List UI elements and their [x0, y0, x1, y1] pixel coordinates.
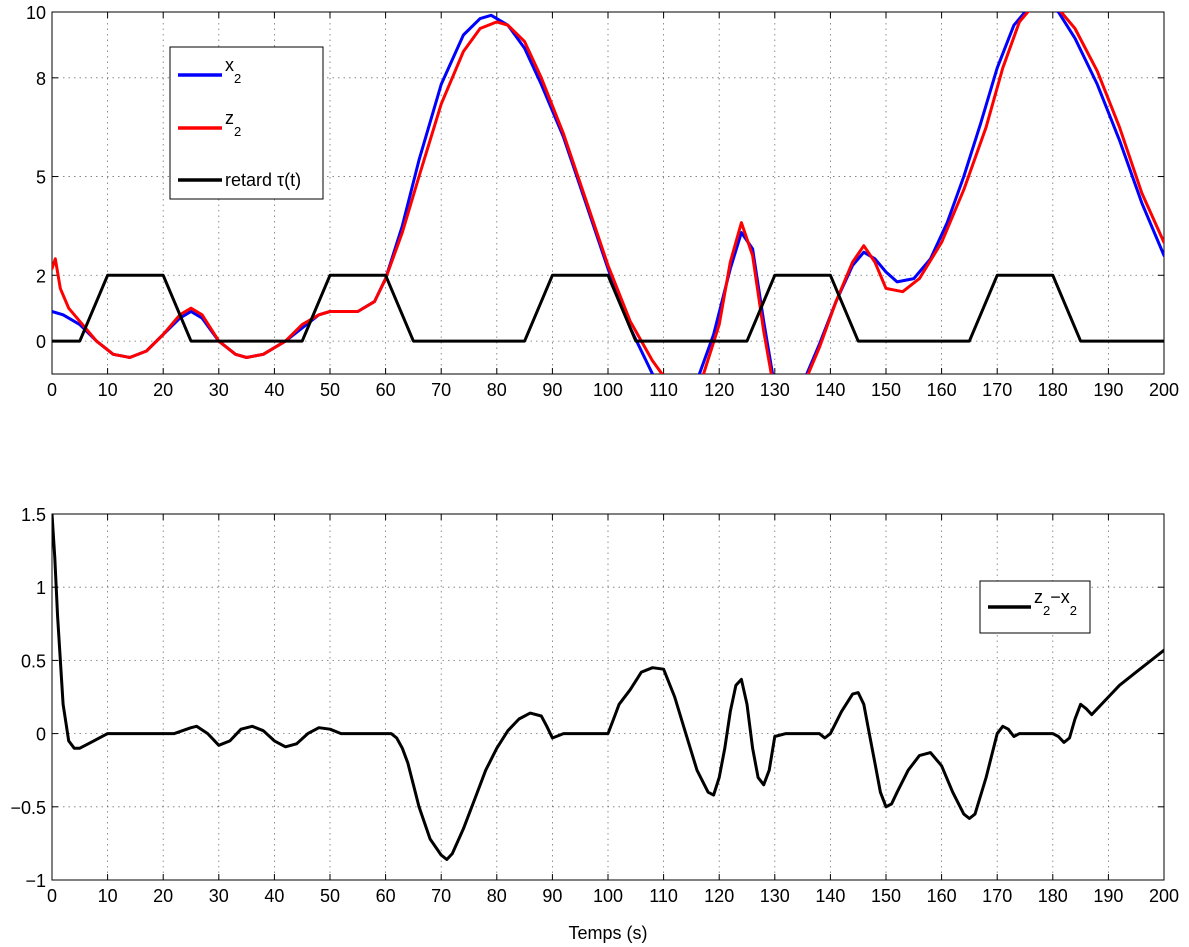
bottom-series-line-z-2-x-2 [52, 514, 1164, 861]
top-plot: 0 10 20 30 40 50 60 70 80 90 100 110 120 130 140 150 160… [26, 3, 1179, 400]
bottom-x-tick-label-170: 170 [982, 886, 1012, 906]
top-x-tick-label-40: 40 [264, 380, 284, 400]
bottom-y-tick-label-1: −1 [25, 871, 46, 891]
top-x-tick-label-170: 170 [982, 380, 1012, 400]
top-x-tick-label-30: 30 [209, 380, 229, 400]
top-x-tick-label-160: 160 [927, 380, 957, 400]
legend-label-retard: retard τ(t) [225, 170, 301, 190]
bottom-x-tick-label-100: 100 [593, 886, 623, 906]
legend-label-x2: x2 [225, 55, 241, 86]
top-x-tick-label-70: 70 [431, 380, 451, 400]
bottom-x-tick-label-90: 90 [542, 886, 562, 906]
top-plot-series [52, 12, 1164, 374]
legend-label-z2: z2 [225, 108, 241, 139]
top-plot-legend: x2 z2 retard τ(t) [169, 46, 324, 200]
bottom-plot-ticks: 0 10 20 30 40 50 60 70 80 90 100 110 120 130 140 150 160… [10, 505, 1179, 906]
bottom-y-tick-label-0: 0 [36, 725, 46, 745]
top-series-line-retard-t [52, 273, 1164, 343]
top-x-tick-label-80: 80 [487, 380, 507, 400]
bottom-y-tick-label-0-5: −0.5 [10, 798, 46, 818]
bottom-x-tick-label-150: 150 [871, 886, 901, 906]
top-x-tick-label-110: 110 [649, 380, 678, 400]
bottom-x-tick-label-140: 140 [815, 886, 845, 906]
bottom-x-tick-label-0: 0 [47, 886, 57, 906]
bottom-x-tick-label-110: 110 [649, 886, 678, 906]
top-x-tick-label-60: 60 [376, 380, 396, 400]
bottom-x-tick-label-130: 130 [760, 886, 790, 906]
top-x-tick-label-100: 100 [593, 380, 623, 400]
top-plot-ticks: 0 10 20 30 40 50 60 70 80 90 100 110 120 130 140 150 160… [26, 3, 1179, 400]
bottom-x-tick-label-70: 70 [431, 886, 451, 906]
top-x-tick-label-50: 50 [320, 380, 340, 400]
bottom-x-tick-label-180: 180 [1038, 886, 1068, 906]
top-legend-box [169, 46, 324, 200]
top-y-tick-label-2: 2 [36, 266, 46, 286]
bottom-x-tick-label-120: 120 [704, 886, 734, 906]
top-y-tick-label-5: 5 [36, 168, 46, 188]
top-x-tick-label-200: 200 [1149, 380, 1179, 400]
bottom-x-tick-label-30: 30 [209, 886, 229, 906]
top-x-tick-label-150: 150 [871, 380, 901, 400]
top-y-tick-label-10: 10 [26, 3, 46, 23]
bottom-x-tick-label-40: 40 [264, 886, 284, 906]
top-x-tick-label-20: 20 [153, 380, 173, 400]
bottom-x-tick-label-50: 50 [320, 886, 340, 906]
bottom-plot: 0 10 20 30 40 50 60 70 80 90 100 110 120 130 140 150 160… [10, 505, 1179, 943]
top-x-tick-label-120: 120 [704, 380, 734, 400]
x-axis-label: Temps (s) [568, 923, 647, 943]
legend-label-z2-minus-x2: z2−x2 [1034, 587, 1077, 618]
top-x-tick-label-0: 0 [47, 380, 57, 400]
bottom-x-tick-label-200: 200 [1149, 886, 1179, 906]
top-series-line-z-2 [52, 12, 1164, 374]
bottom-y-tick-label-1-5: 1.5 [21, 505, 46, 525]
bottom-x-tick-label-60: 60 [376, 886, 396, 906]
bottom-plot-grid [52, 514, 1164, 880]
top-x-tick-label-180: 180 [1038, 380, 1068, 400]
top-x-tick-label-10: 10 [98, 380, 118, 400]
bottom-x-tick-label-80: 80 [487, 886, 507, 906]
bottom-plot-legend: z2−x2 [979, 580, 1091, 634]
bottom-y-tick-label-1: 1 [36, 578, 46, 598]
bottom-plot-series [52, 514, 1164, 861]
top-x-tick-label-190: 190 [1093, 380, 1123, 400]
top-x-tick-label-130: 130 [760, 380, 790, 400]
top-y-tick-label-8: 8 [36, 69, 46, 89]
bottom-x-tick-label-10: 10 [98, 886, 118, 906]
top-x-tick-label-140: 140 [815, 380, 845, 400]
top-y-tick-label-0: 0 [36, 332, 46, 352]
bottom-x-tick-label-190: 190 [1093, 886, 1123, 906]
bottom-x-tick-label-160: 160 [927, 886, 957, 906]
top-x-tick-label-90: 90 [542, 380, 562, 400]
bottom-x-tick-label-20: 20 [153, 886, 173, 906]
bottom-y-tick-label-0-5: 0.5 [21, 651, 46, 671]
